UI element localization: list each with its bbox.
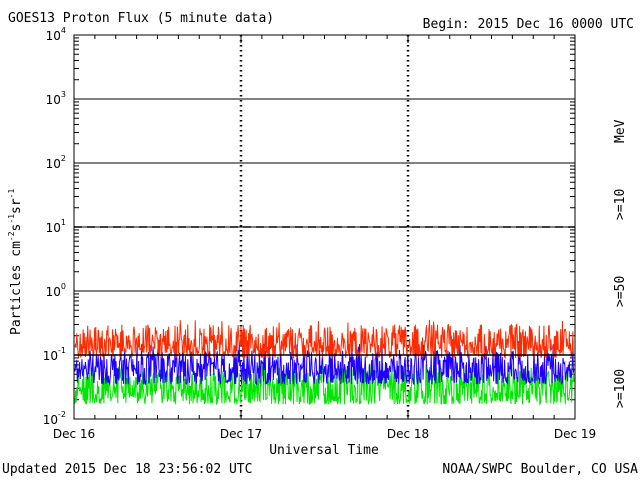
- y-axis-label: Particles cm-2s-1sr-1: [7, 188, 24, 335]
- x-tick-label: Dec 16: [53, 427, 95, 441]
- y-tick-label: 103: [46, 90, 66, 107]
- x-tick-label: Dec 19: [554, 427, 596, 441]
- begin-time: Begin: 2015 Dec 16 0000 UTC: [423, 17, 634, 32]
- series-line-0: [74, 319, 575, 360]
- series-layer: [74, 319, 575, 407]
- y-tick-label: 10-1: [43, 346, 66, 363]
- y-tick-label: 104: [46, 26, 66, 43]
- x-tick-labels: Dec 16 Dec 17 Dec 18 Dec 19: [53, 427, 596, 441]
- legend-ge100: >=100: [613, 369, 628, 408]
- updated-timestamp: Updated 2015 Dec 18 23:56:02 UTC: [2, 462, 252, 477]
- legend-ge50: >=50: [613, 276, 628, 307]
- plot-frame: [73, 34, 576, 420]
- series-line-2: [74, 363, 575, 407]
- thresholds: [74, 226, 575, 356]
- chart-title: GOES13 Proton Flux (5 minute data): [8, 11, 274, 26]
- y-tick-label: 101: [46, 218, 66, 235]
- legend-ge10: >=10: [613, 189, 628, 220]
- x-tick-label: Dec 17: [220, 427, 262, 441]
- y-tick-label: 100: [46, 282, 66, 299]
- credit: NOAA/SWPC Boulder, CO USA: [442, 462, 638, 477]
- x-axis-label: Universal Time: [269, 443, 379, 458]
- y-tick-label: 102: [46, 154, 66, 171]
- x-tick-label: Dec 18: [387, 427, 429, 441]
- y-tick-label: 10-2: [43, 410, 66, 427]
- y-tick-labels: 10-2 10-1 100 101 102 103 104: [43, 26, 66, 427]
- legend-units-mev: MeV: [613, 119, 628, 143]
